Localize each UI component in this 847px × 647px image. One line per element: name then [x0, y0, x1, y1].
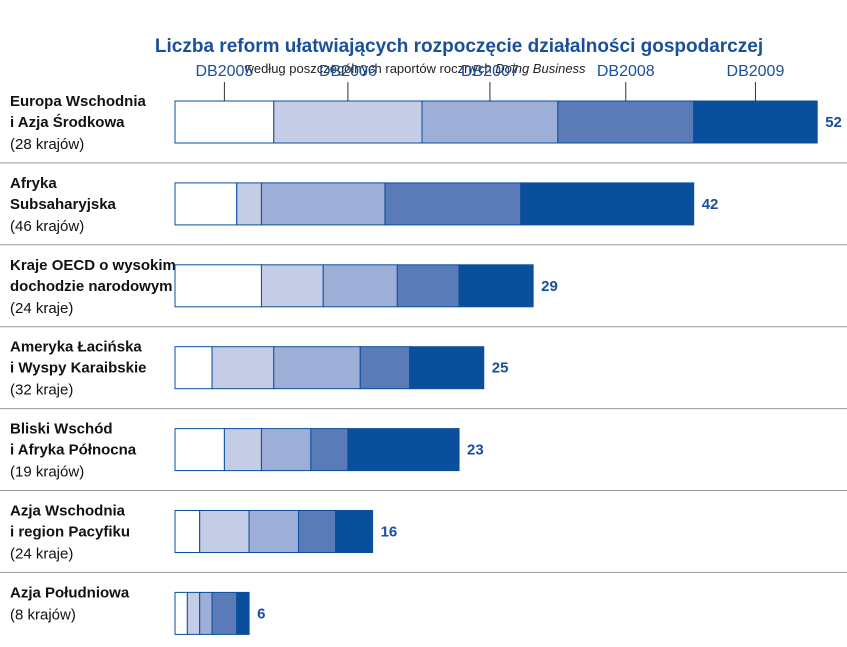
category-label: i Afryka Północna: [10, 442, 137, 459]
category-label: i Wyspy Karaibskie: [10, 360, 146, 377]
bar-segment: [384, 182, 522, 226]
category-label: Bliski Wschód: [10, 421, 113, 438]
category-label: Ameryka Łacińska: [10, 339, 142, 356]
bar-segment: [260, 182, 386, 226]
bar-segment: [174, 591, 188, 635]
subtitle-text: według poszczególnych raportów rocznych: [243, 61, 491, 76]
total-label: 25: [492, 360, 509, 377]
bar-segment: [248, 510, 300, 553]
category-note: (8 krajów): [10, 606, 76, 623]
legend-label: DB2005: [195, 63, 253, 80]
bar-segment: [693, 100, 818, 144]
category-label: i region Pacyfiku: [10, 523, 130, 540]
bar-segment: [186, 591, 201, 635]
bar-segment: [211, 591, 238, 635]
total-label: 29: [541, 278, 558, 295]
bar-segment: [396, 264, 460, 308]
category-label: Europa Wschodnia: [10, 93, 147, 110]
category-label: Afryka: [10, 175, 57, 192]
bar-segment: [335, 510, 374, 553]
subtitle-italic: Doing Business: [495, 61, 586, 76]
category-note: (24 kraje): [10, 300, 73, 317]
bar-segment: [174, 100, 275, 144]
total-label: 6: [257, 605, 265, 622]
legend-label: DB2007: [461, 63, 519, 80]
bar-segment: [347, 428, 460, 472]
bar-segment: [409, 346, 485, 390]
bar-segment: [174, 428, 225, 472]
category-note: (46 krajów): [10, 218, 84, 235]
bar-segment: [359, 346, 411, 390]
total-label: 16: [381, 523, 398, 540]
bar-segment: [273, 100, 423, 144]
category-label: dochodzie narodowym: [10, 278, 173, 295]
bar-segment: [174, 264, 262, 308]
bar-segment: [310, 428, 349, 472]
legend-label: DB2008: [597, 63, 655, 80]
bar-segment: [273, 346, 361, 390]
bar-segment: [322, 264, 398, 308]
legend-label: DB2009: [727, 63, 785, 80]
bar-segment: [260, 428, 312, 472]
legend-label: DB2006: [319, 63, 377, 80]
total-label: 42: [702, 196, 719, 213]
total-label: 52: [825, 114, 842, 131]
category-label: i Azja Środkowa: [10, 113, 125, 131]
bar-segment: [421, 100, 559, 144]
category-note: (32 kraje): [10, 382, 73, 399]
bar-segment: [211, 346, 275, 390]
bar-segment: [557, 100, 695, 144]
bar-segment: [260, 264, 324, 308]
bar-segment: [174, 510, 201, 553]
category-note: (28 krajów): [10, 136, 84, 153]
chart-subtitle: według poszczególnych raportów rocznych …: [243, 61, 586, 76]
bar-segment: [236, 591, 250, 635]
category-label: Azja Wschodnia: [10, 502, 126, 519]
chart-title: Liczba reform ułatwiających rozpoczęcie …: [155, 36, 763, 57]
category-note: (24 kraje): [10, 545, 73, 562]
bar-segment: [223, 428, 262, 472]
bar-segment: [458, 264, 534, 308]
bar-segment: [199, 510, 250, 553]
category-label: Azja Południowa: [10, 584, 130, 601]
bar-segment: [298, 510, 337, 553]
bar-segment: [174, 346, 213, 390]
category-label: Subsaharyjska: [10, 196, 117, 213]
bar-segment: [199, 591, 213, 635]
bar-segment: [236, 182, 262, 226]
total-label: 23: [467, 442, 484, 459]
category-label: Kraje OECD o wysokim: [10, 257, 176, 274]
bar-segment: [174, 182, 238, 226]
bar-segment: [520, 182, 695, 226]
category-note: (19 krajów): [10, 464, 84, 481]
